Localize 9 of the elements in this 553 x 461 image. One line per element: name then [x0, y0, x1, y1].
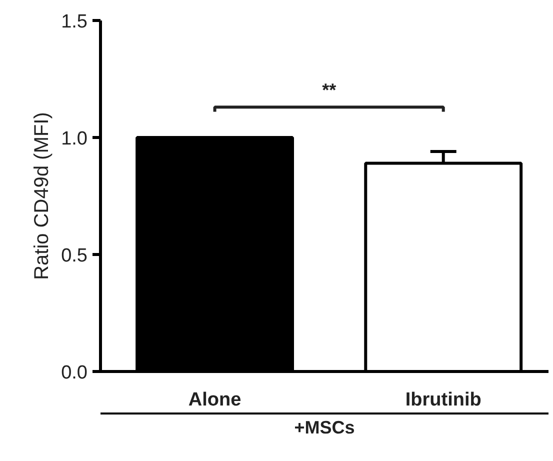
y-tick-label: 1.0 — [61, 128, 88, 150]
x-axis-title: +MSCs — [294, 418, 355, 438]
y-axis-title: Ratio CD49d (MFI) — [31, 112, 54, 280]
y-tick-label: 0.5 — [61, 246, 88, 266]
x-tick-label: Ibrutinib — [405, 390, 482, 410]
y-tick-label: 1.5 — [61, 12, 88, 32]
annotation: ** — [322, 80, 336, 100]
x-tick-label: Alone — [188, 390, 242, 410]
y-tick-label: 0.0 — [61, 362, 88, 384]
